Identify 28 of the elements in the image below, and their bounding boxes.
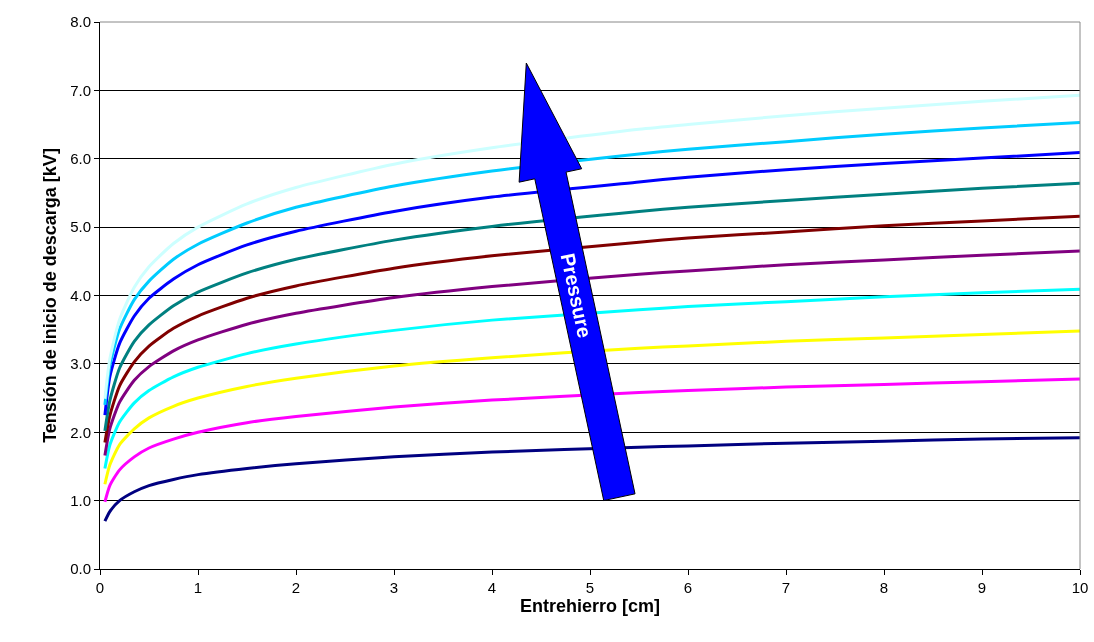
y-tick-label: 4.0 [70, 286, 91, 304]
y-axis-title: Tensión de inicio de descarga [kV] [40, 148, 61, 443]
x-tick-label: 4 [487, 579, 497, 596]
y-tick-label: 8.0 [70, 13, 91, 31]
x-tick-label: 5 [585, 579, 595, 596]
x-tick-label: 2 [291, 579, 301, 596]
x-tick-label: 1 [193, 579, 203, 596]
x-tick-label: 3 [389, 579, 399, 596]
x-tick-label: 8 [879, 579, 889, 596]
x-tick-label: 9 [977, 579, 987, 596]
x-tick-label: 0 [95, 579, 105, 596]
y-tick-label: 5.0 [70, 218, 91, 236]
y-tick-label: 0.0 [70, 560, 91, 578]
annotation: Pressure [556, 251, 596, 340]
y-tick-label: 1.0 [70, 491, 91, 509]
y-tick-label: 6.0 [70, 150, 91, 167]
line-series [103, 436, 1080, 523]
line-series [103, 214, 1080, 445]
line-series [103, 181, 1080, 433]
y-tick-label: 3.0 [70, 355, 91, 373]
x-axis-title: Entrehierro [cm] [519, 596, 661, 617]
x-tick-label: 6 [683, 579, 693, 596]
line-series [103, 377, 1080, 504]
line-series [103, 249, 1080, 457]
y-tick-label: 7.0 [70, 81, 91, 99]
x-tick-label: 10 [1071, 579, 1089, 596]
y-tick-label: 2.0 [70, 423, 91, 441]
x-tick-label: 7 [781, 579, 791, 596]
